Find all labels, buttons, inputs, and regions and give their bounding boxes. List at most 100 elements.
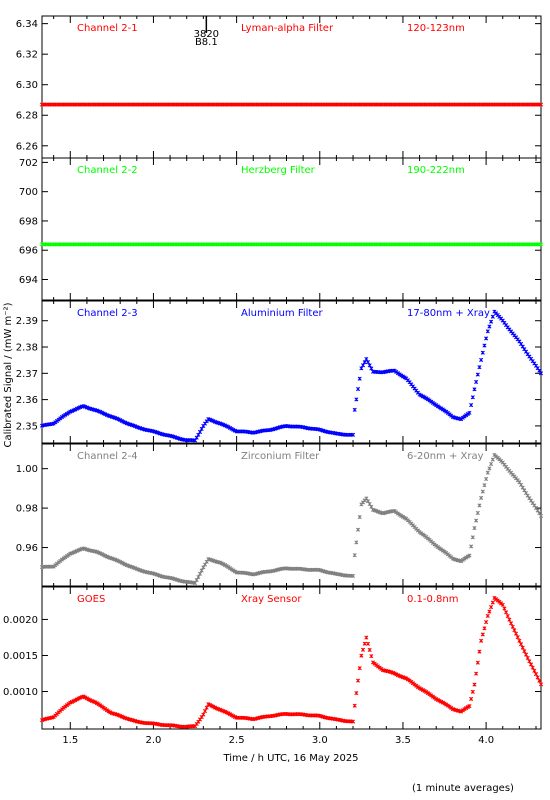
panel-frame: [41, 157, 542, 301]
data-point: [359, 366, 364, 371]
panel-frame: [41, 15, 542, 159]
data-point: [482, 343, 487, 348]
data-point: [527, 659, 532, 664]
data-point: [538, 102, 544, 107]
data-point: [362, 641, 367, 646]
panel-ch23: 2.35 2.36 2.37 2.38 2.39 Channel 2-3 Aluminium…: [16, 300, 544, 444]
data-point: [355, 678, 361, 683]
y-tick-label: 0.0020: [3, 615, 38, 626]
data-point: [477, 503, 482, 508]
data-point: [489, 461, 494, 467]
panel-frame: [41, 443, 542, 587]
x-tick-label: 2.5: [229, 735, 245, 746]
data-point: [528, 662, 534, 667]
band-label: 6-20nm + Xray: [407, 451, 484, 462]
channel-label: Channel 2-3: [77, 308, 138, 319]
data-point: [360, 647, 366, 652]
data-point: [199, 426, 204, 432]
data-point: [525, 655, 530, 661]
data-point: [538, 513, 544, 519]
data-point: [357, 666, 362, 671]
data-point: [367, 363, 372, 368]
data-point: [467, 553, 472, 558]
data-point: [507, 617, 512, 622]
data-point: [467, 410, 472, 415]
data-point: [475, 510, 480, 516]
series-points: [39, 452, 544, 586]
data-point: [485, 470, 490, 475]
channel-label: Channel 2-1: [77, 23, 138, 34]
band-label: 190-222nm: [407, 165, 465, 176]
data-point: [484, 336, 489, 341]
filter-label: Lyman-alpha Filter: [241, 23, 334, 34]
data-point: [357, 376, 362, 381]
filter-label: Aluminium Filter: [241, 308, 324, 319]
data-point: [482, 483, 487, 488]
y-tick-label: 700: [19, 187, 38, 198]
data-point: [362, 360, 367, 365]
panel-ch21: 6.26 6.28 6.30 6.32 6.34 Channel 2-1 Lyman-alp…: [16, 15, 544, 159]
x-tick-label: 3.5: [395, 735, 411, 746]
data-point: [350, 573, 356, 578]
y-tick-label: 2.35: [16, 421, 38, 432]
data-point: [354, 397, 359, 402]
data-point: [467, 703, 472, 709]
data-point: [532, 668, 537, 673]
data-point: [537, 678, 542, 683]
data-point: [194, 578, 199, 583]
data-point: [490, 457, 495, 462]
data-point: [484, 476, 489, 482]
data-point: [477, 365, 482, 370]
data-point: [530, 665, 535, 670]
y-tick-label: 0.0015: [3, 651, 38, 662]
data-point: [513, 631, 519, 636]
data-point: [487, 466, 492, 471]
flare-marker-class: B8.1: [195, 37, 218, 48]
data-point: [474, 518, 479, 523]
data-point: [474, 671, 479, 676]
data-point: [500, 602, 505, 607]
data-point: [538, 682, 544, 687]
series-points: [39, 309, 544, 443]
data-point: [469, 544, 474, 549]
data-point: [350, 432, 356, 437]
y-axis-label: Calibrated Signal / (mW m⁻²): [3, 302, 14, 447]
data-point: [475, 660, 480, 665]
band-label: 0.1-0.8nm: [407, 594, 459, 605]
data-point: [470, 689, 475, 694]
y-tick-label: 2.36: [16, 395, 38, 406]
panel-ch22: 694 696 698 700 702 Channel 2-2 Herzberg Filte…: [19, 157, 544, 301]
data-point: [509, 621, 514, 626]
data-point: [350, 719, 356, 724]
data-point: [512, 628, 517, 633]
data-point: [197, 429, 203, 435]
data-point: [352, 553, 357, 558]
data-point: [357, 515, 362, 520]
data-point: [510, 624, 515, 629]
data-point: [364, 356, 369, 362]
data-point: [365, 641, 371, 646]
y-tick-label: 702: [19, 158, 38, 169]
data-point: [479, 495, 484, 501]
y-tick-label: 698: [19, 216, 38, 227]
data-point: [352, 703, 357, 708]
data-point: [202, 709, 208, 714]
panel-goes: 0.0010 0.0015 0.0020 GOES Xray Sensor 0.1-0.8…: [3, 586, 544, 730]
data-point: [470, 395, 475, 400]
channel-label: Channel 2-2: [77, 165, 138, 176]
panel-frame: [41, 300, 542, 444]
x-axis-label: Time / h UTC, 16 May 2025: [222, 753, 358, 764]
data-point: [504, 610, 509, 615]
y-tick-label: 0.96: [16, 543, 38, 554]
data-point: [538, 242, 544, 247]
channel-label: GOES: [77, 594, 105, 605]
data-point: [482, 626, 487, 631]
y-tick-label: 6.30: [16, 80, 38, 91]
data-point: [520, 645, 525, 650]
data-point: [367, 647, 372, 652]
data-point: [505, 614, 510, 619]
footnote: (1 minute averages): [412, 783, 514, 794]
data-point: [518, 642, 524, 647]
